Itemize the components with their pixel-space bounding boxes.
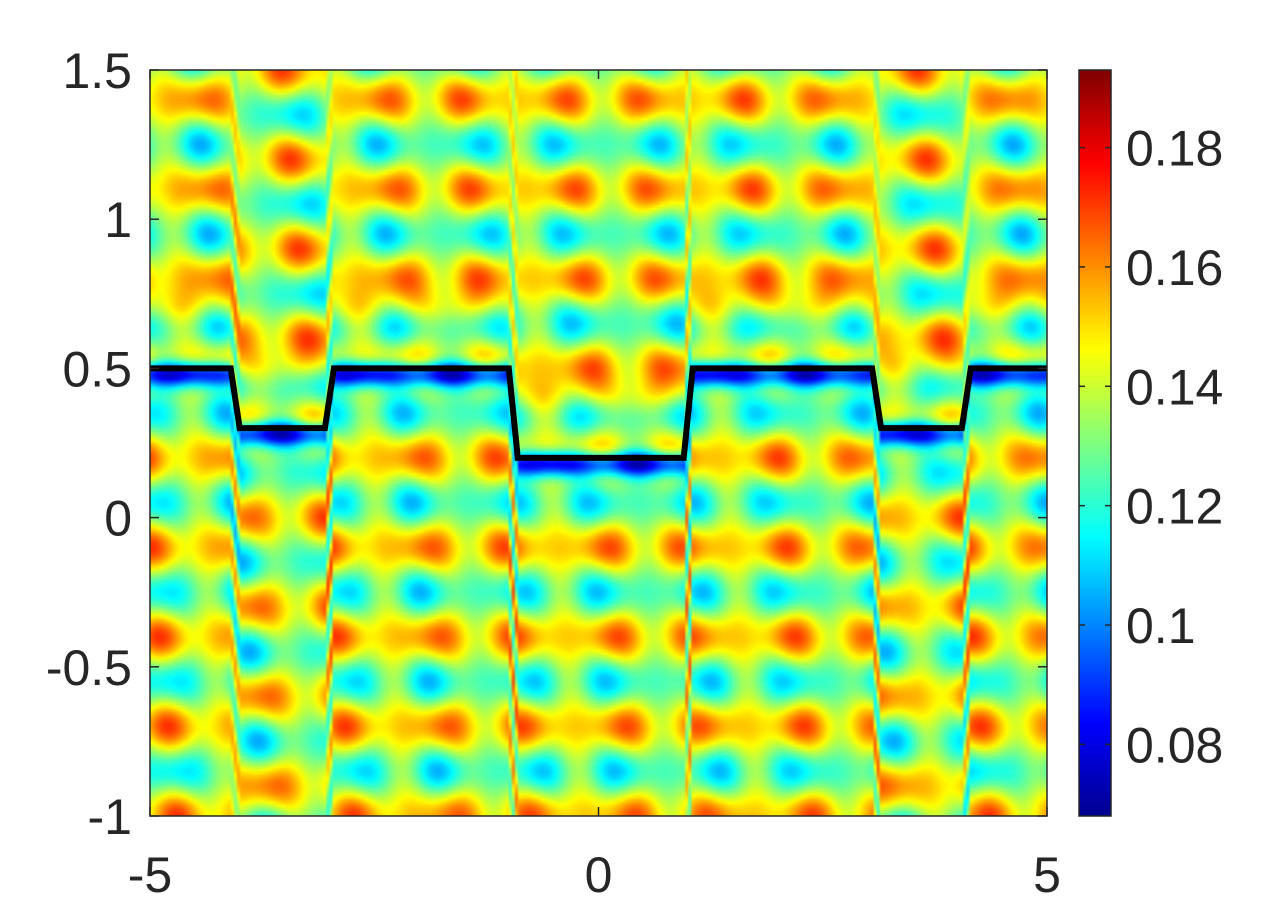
colorbar-ticks: 0.08 0.1 0.12 0.14 0.16 0.18 — [1079, 121, 1223, 773]
y-tick-label: 1.5 — [62, 43, 132, 99]
colorbar-tick-label: 0.08 — [1126, 717, 1223, 773]
colorbar-tick-label: 0.12 — [1126, 479, 1223, 535]
y-tick-label: 1 — [104, 192, 132, 248]
colorbar-gradient — [1078, 69, 1112, 817]
x-tick-label: -5 — [128, 847, 172, 903]
x-tick-label: 0 — [585, 847, 613, 903]
colorbar-tick-label: 0.16 — [1126, 240, 1223, 296]
y-tick-label: 0 — [104, 491, 132, 547]
y-tick-label: -1 — [88, 789, 132, 845]
y-axis: -1 -0.5 0 0.5 1 1.5 — [46, 43, 1047, 845]
x-tick-label: 5 — [1033, 847, 1061, 903]
colorbar-tick-label: 0.14 — [1126, 359, 1223, 415]
x-axis: -5 0 5 — [128, 70, 1061, 903]
colorbar: 0.08 0.1 0.12 0.14 0.16 0.18 — [1078, 69, 1223, 817]
colorbar-tick-label: 0.1 — [1126, 598, 1196, 654]
colorbar-tick-label: 0.18 — [1126, 121, 1223, 177]
heatmap-field — [150, 70, 1047, 816]
y-tick-label: 0.5 — [62, 341, 132, 397]
y-tick-label: -0.5 — [46, 640, 132, 696]
plot-area — [149, 69, 1048, 817]
interface-line — [150, 365, 1047, 461]
